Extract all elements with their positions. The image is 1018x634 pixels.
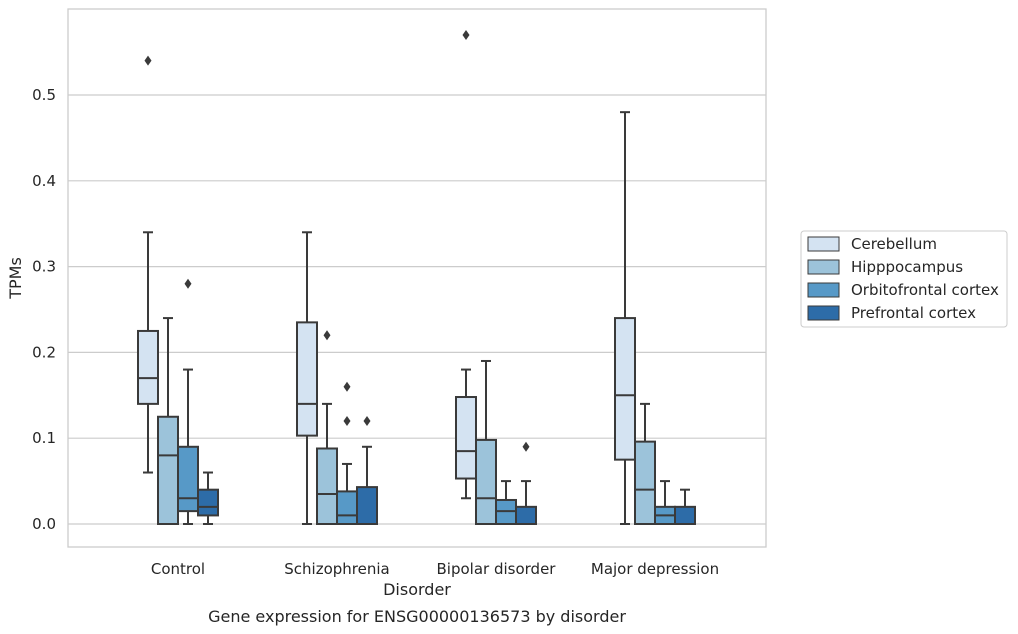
box-iqr	[197, 488, 219, 517]
y-tick-label: 0.1	[32, 429, 56, 447]
legend: Cerebellum Hipppocampus Orbitofrontal cort…	[800, 230, 1008, 328]
legend-frame	[800, 230, 1008, 328]
y-tick-label: 0.4	[32, 172, 56, 190]
box-iqr	[515, 505, 537, 525]
box-iqr	[634, 440, 656, 525]
box-iqr	[614, 317, 636, 461]
chart-caption: Gene expression for ENSG00000136573 by d…	[208, 607, 626, 626]
x-tick-label: Bipolar disorder	[437, 560, 557, 578]
legend-label: Cerebellum	[851, 235, 937, 253]
box-cerebellum	[455, 29, 477, 500]
box-iqr	[455, 396, 477, 480]
y-tick-label: 0.5	[32, 86, 56, 104]
box-iqr	[157, 415, 179, 525]
y-tick-labels: 0.0 0.1 0.2 0.3 0.4 0.5	[32, 86, 56, 533]
box-iqr	[137, 329, 159, 405]
legend-swatch	[807, 282, 840, 298]
box-cerebellum	[614, 111, 636, 525]
outlier-point	[522, 441, 530, 452]
x-tick-label: Control	[151, 560, 205, 578]
box-orbitofrontal-cortex	[336, 381, 358, 525]
y-axis-label: TPMs	[6, 257, 25, 300]
x-tick-label: Schizophrenia	[284, 560, 389, 578]
boxes	[137, 29, 696, 526]
box-prefrontal-cortex	[356, 416, 378, 525]
box-iqr	[336, 490, 358, 525]
outlier-point	[363, 416, 371, 427]
legend-swatch	[807, 259, 840, 275]
box-iqr	[356, 486, 378, 525]
box-hipppocampus	[157, 317, 179, 525]
box-orbitofrontal-cortex	[177, 278, 199, 525]
box-iqr	[316, 447, 338, 525]
outlier-point	[144, 55, 152, 66]
box-prefrontal-cortex	[197, 471, 219, 525]
x-axis-label: Disorder	[383, 580, 451, 599]
box-hipppocampus	[316, 330, 338, 525]
box-orbitofrontal-cortex	[654, 480, 676, 525]
outlier-point	[184, 278, 192, 289]
y-tick-label: 0.0	[32, 515, 56, 533]
legend-swatch	[807, 236, 840, 252]
outlier-point	[343, 381, 351, 392]
x-tick-labels: Control Schizophrenia Bipolar disorder Majo…	[151, 560, 719, 578]
outlier-point	[462, 29, 470, 40]
box-cerebellum	[296, 231, 318, 525]
box-cerebellum	[137, 55, 159, 474]
box-orbitofrontal-cortex	[495, 480, 517, 526]
box-hipppocampus	[634, 402, 656, 525]
box-iqr	[177, 445, 199, 513]
legend-swatch	[807, 305, 840, 321]
legend-label: Prefrontal cortex	[851, 304, 976, 322]
outlier-point	[343, 416, 351, 427]
box-iqr	[475, 438, 497, 525]
box-iqr	[296, 321, 318, 437]
outlier-point	[323, 330, 331, 341]
box-iqr	[674, 505, 696, 525]
box-prefrontal-cortex	[674, 488, 696, 525]
legend-label: Orbitofrontal cortex	[851, 281, 999, 299]
y-tick-label: 0.2	[32, 343, 56, 361]
legend-label: Hipppocampus	[851, 258, 963, 276]
y-tick-label: 0.3	[32, 258, 56, 276]
x-tick-label: Major depression	[591, 560, 719, 578]
box-hipppocampus	[475, 359, 497, 525]
plot-frame	[67, 8, 767, 548]
box-prefrontal-cortex	[515, 441, 537, 525]
